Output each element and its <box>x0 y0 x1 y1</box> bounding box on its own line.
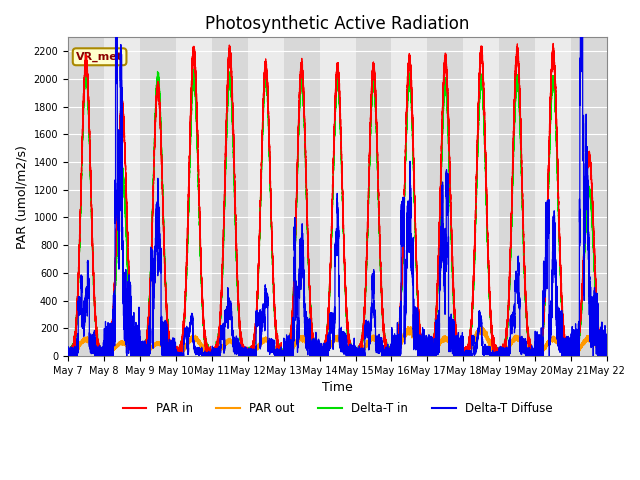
Bar <box>176 37 212 356</box>
Bar <box>68 37 104 356</box>
Bar <box>499 37 535 356</box>
X-axis label: Time: Time <box>322 381 353 394</box>
Bar <box>212 37 248 356</box>
Bar <box>428 37 463 356</box>
Text: VR_met: VR_met <box>76 52 123 62</box>
Bar <box>104 37 140 356</box>
Y-axis label: PAR (umol/m2/s): PAR (umol/m2/s) <box>15 145 28 249</box>
Title: Photosynthetic Active Radiation: Photosynthetic Active Radiation <box>205 15 470 33</box>
Bar <box>392 37 428 356</box>
Legend: PAR in, PAR out, Delta-T in, Delta-T Diffuse: PAR in, PAR out, Delta-T in, Delta-T Dif… <box>118 398 557 420</box>
Bar <box>140 37 176 356</box>
Bar <box>248 37 284 356</box>
Bar <box>535 37 571 356</box>
Bar <box>319 37 355 356</box>
Bar <box>571 37 607 356</box>
Bar <box>284 37 319 356</box>
Bar <box>463 37 499 356</box>
Bar <box>355 37 392 356</box>
